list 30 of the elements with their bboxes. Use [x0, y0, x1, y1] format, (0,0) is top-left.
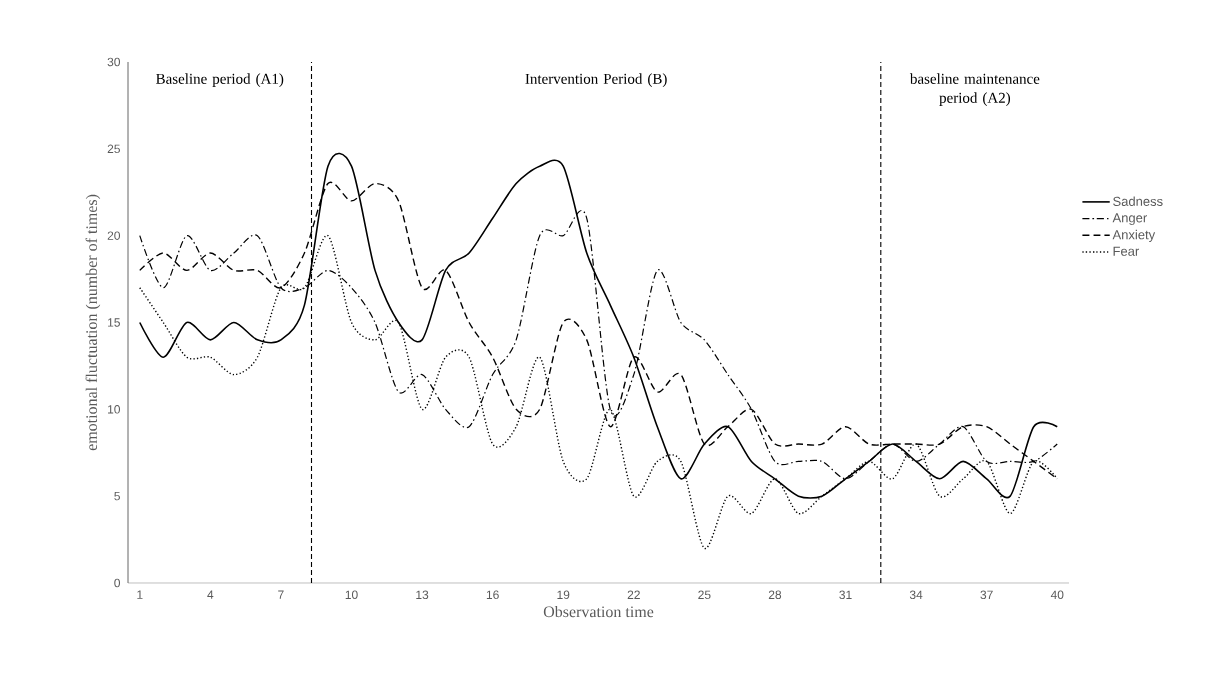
x-tick-label: 19 — [557, 590, 570, 600]
x-tick-label: 22 — [627, 590, 640, 599]
y-tick-label: 20 — [107, 231, 121, 240]
x-tick-label: 4 — [207, 590, 214, 599]
annotation: baseline maintenance period (A2) — [909, 73, 1040, 106]
legend-label: Anxiety — [1112, 229, 1156, 242]
legend-label: Anger — [1112, 213, 1147, 225]
x-tick-label: 13 — [416, 590, 429, 600]
y-tick-label: 10 — [108, 405, 121, 414]
x-axis-title: Observation time — [543, 605, 654, 618]
y-axis-title: emotional fluctuation (number of times) — [85, 194, 101, 451]
x-tick-label: 40 — [1050, 590, 1064, 600]
y-tick-label: 30 — [107, 57, 121, 67]
y-tick-label: 15 — [108, 318, 120, 327]
legend-label: Fear — [1113, 246, 1140, 256]
x-tick-label: 7 — [278, 590, 284, 599]
x-tick-label: 31 — [839, 590, 852, 600]
y-tick-label: 0 — [114, 578, 121, 588]
annotation: Baseline period (A1) — [156, 73, 284, 87]
x-tick-label: 1 — [137, 590, 143, 599]
annotation: Intervention Period (B) — [525, 73, 667, 87]
x-tick-label: 37 — [980, 590, 993, 600]
x-tick-label: 10 — [345, 590, 358, 600]
x-tick-label: 16 — [486, 590, 499, 600]
y-tick-label: 25 — [107, 144, 120, 154]
x-tick-label: 25 — [698, 590, 711, 600]
y-tick-label: 5 — [114, 491, 120, 501]
legend-label: Sadness — [1113, 196, 1163, 206]
x-tick-label: 34 — [909, 590, 923, 600]
x-tick-label: 28 — [768, 590, 782, 600]
